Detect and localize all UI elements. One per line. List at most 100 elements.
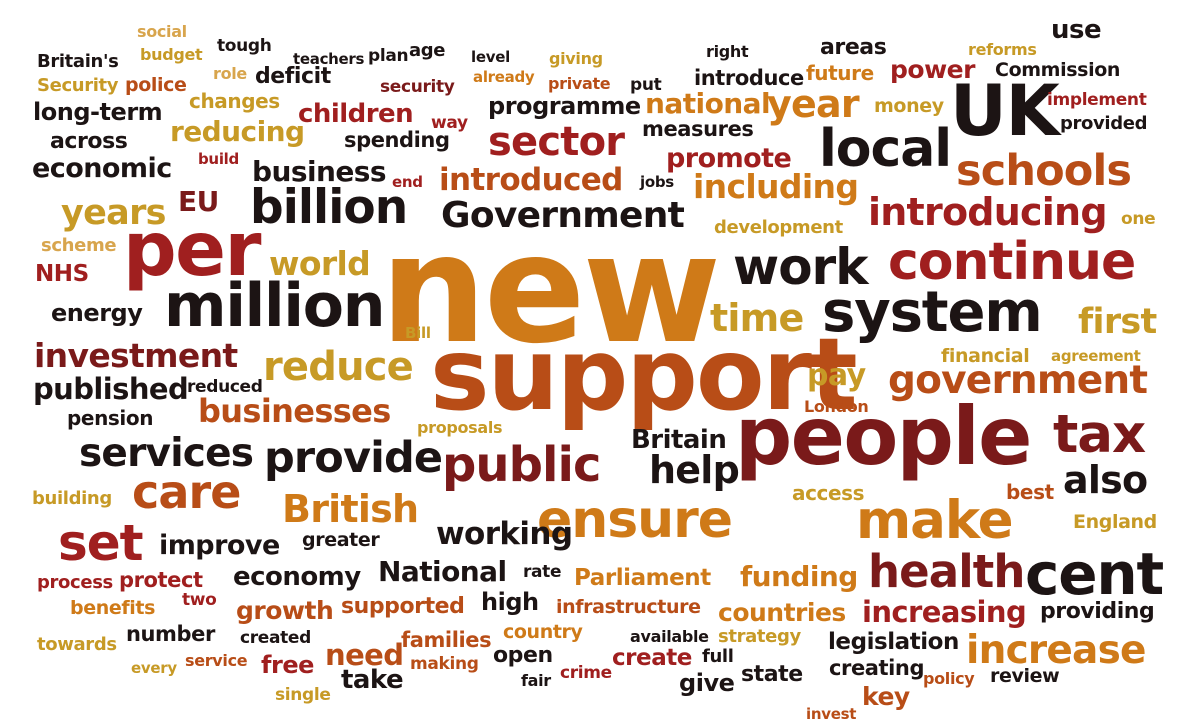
cloud-word: Government: [441, 195, 685, 236]
cloud-word: services: [79, 431, 254, 476]
cloud-word: open: [493, 643, 553, 668]
cloud-word: level: [471, 48, 510, 66]
cloud-word: police: [125, 74, 187, 96]
cloud-word: one: [1121, 209, 1156, 229]
cloud-word: British: [282, 487, 419, 531]
cloud-word: every: [131, 659, 177, 677]
cloud-word: provide: [264, 433, 443, 483]
cloud-word: build: [198, 150, 239, 168]
cloud-word: time: [710, 296, 804, 340]
cloud-word: access: [792, 481, 865, 505]
cloud-word: towards: [37, 634, 117, 655]
cloud-word: sector: [488, 119, 625, 165]
cloud-word: set: [58, 514, 144, 572]
cloud-word: programme: [488, 92, 641, 120]
cloud-word: crime: [560, 663, 612, 683]
cloud-word: world: [269, 244, 371, 283]
cloud-word: work: [733, 238, 868, 296]
cloud-word: full: [702, 646, 734, 667]
cloud-word: created: [240, 628, 311, 648]
cloud-word: review: [990, 665, 1060, 687]
cloud-word: make: [856, 490, 1014, 551]
cloud-word: proposals: [417, 418, 503, 437]
cloud-word: across: [50, 129, 128, 154]
cloud-word: Commission: [995, 59, 1121, 81]
cloud-word: power: [890, 55, 975, 84]
cloud-word: future: [806, 61, 874, 85]
cloud-word: working: [436, 516, 573, 552]
cloud-word: free: [261, 651, 314, 679]
cloud-word: London: [804, 397, 869, 416]
cloud-word: countries: [718, 598, 846, 627]
cloud-word: help: [649, 448, 740, 492]
cloud-word: infrastructure: [556, 596, 701, 618]
cloud-word: billion: [250, 180, 408, 235]
cloud-word: health: [868, 545, 1025, 598]
cloud-word: economy: [233, 562, 361, 592]
cloud-word: UK: [950, 70, 1060, 152]
cloud-word: two: [182, 590, 217, 610]
cloud-word: pension: [67, 406, 154, 430]
cloud-word: introduce: [694, 66, 804, 90]
cloud-word: years: [61, 193, 166, 233]
cloud-word: Britain: [631, 425, 727, 455]
cloud-word: increasing: [862, 595, 1027, 629]
cloud-word: improve: [159, 530, 280, 561]
cloud-word: investment: [34, 336, 238, 375]
cloud-word: introduced: [439, 162, 623, 198]
cloud-word: giving: [549, 49, 603, 68]
cloud-word: legislation: [828, 629, 959, 655]
cloud-word: reforms: [968, 40, 1037, 59]
cloud-word: money: [874, 95, 944, 117]
cloud-word: year: [767, 82, 860, 126]
cloud-word: service: [185, 651, 248, 670]
cloud-word: jobs: [640, 173, 674, 191]
cloud-word: end: [392, 173, 423, 191]
cloud-word: schools: [956, 146, 1132, 196]
cloud-word: age: [409, 40, 446, 61]
cloud-word: including: [693, 167, 859, 206]
cloud-word: supported: [341, 594, 465, 619]
cloud-word: introducing: [868, 190, 1108, 234]
cloud-word: put: [630, 75, 662, 95]
cloud-word: funding: [740, 560, 858, 593]
cloud-word: creating: [829, 656, 925, 680]
cloud-word: budget: [140, 45, 203, 64]
cloud-word: agreement: [1051, 347, 1141, 365]
cloud-word: state: [741, 662, 803, 687]
cloud-word: economic: [32, 153, 172, 184]
cloud-word: tax: [1053, 404, 1146, 465]
cloud-word: government: [888, 358, 1148, 403]
cloud-word: use: [1051, 15, 1102, 45]
cloud-word: number: [126, 622, 215, 646]
cloud-word: care: [132, 465, 241, 519]
cloud-word: country: [503, 621, 583, 643]
cloud-word: also: [1063, 458, 1148, 502]
cloud-word: local: [819, 119, 952, 179]
cloud-word: first: [1078, 302, 1157, 342]
cloud-word: give: [679, 669, 735, 697]
cloud-word: measures: [642, 117, 754, 141]
cloud-word: Parliament: [574, 565, 711, 591]
cloud-word: businesses: [198, 392, 391, 430]
cloud-word: business: [252, 155, 387, 188]
cloud-word: per: [123, 205, 262, 293]
cloud-word: public: [442, 437, 601, 493]
cloud-word: NHS: [35, 261, 89, 287]
cloud-word: making: [410, 654, 479, 674]
cloud-word: areas: [820, 35, 887, 60]
cloud-word: high: [481, 588, 539, 616]
cloud-word: provided: [1060, 113, 1148, 134]
cloud-word: teachers: [293, 50, 365, 68]
cloud-word: strategy: [718, 626, 801, 647]
cloud-word: way: [431, 113, 468, 133]
cloud-word: right: [706, 42, 749, 61]
cloud-word: process: [37, 572, 113, 593]
cloud-word: people: [735, 390, 1032, 483]
cloud-word: reduced: [187, 377, 263, 397]
cloud-word: building: [32, 488, 112, 509]
cloud-word: million: [164, 271, 386, 341]
cloud-word: best: [1006, 480, 1054, 504]
cloud-word: energy: [51, 299, 143, 327]
cloud-word: protect: [119, 568, 203, 592]
